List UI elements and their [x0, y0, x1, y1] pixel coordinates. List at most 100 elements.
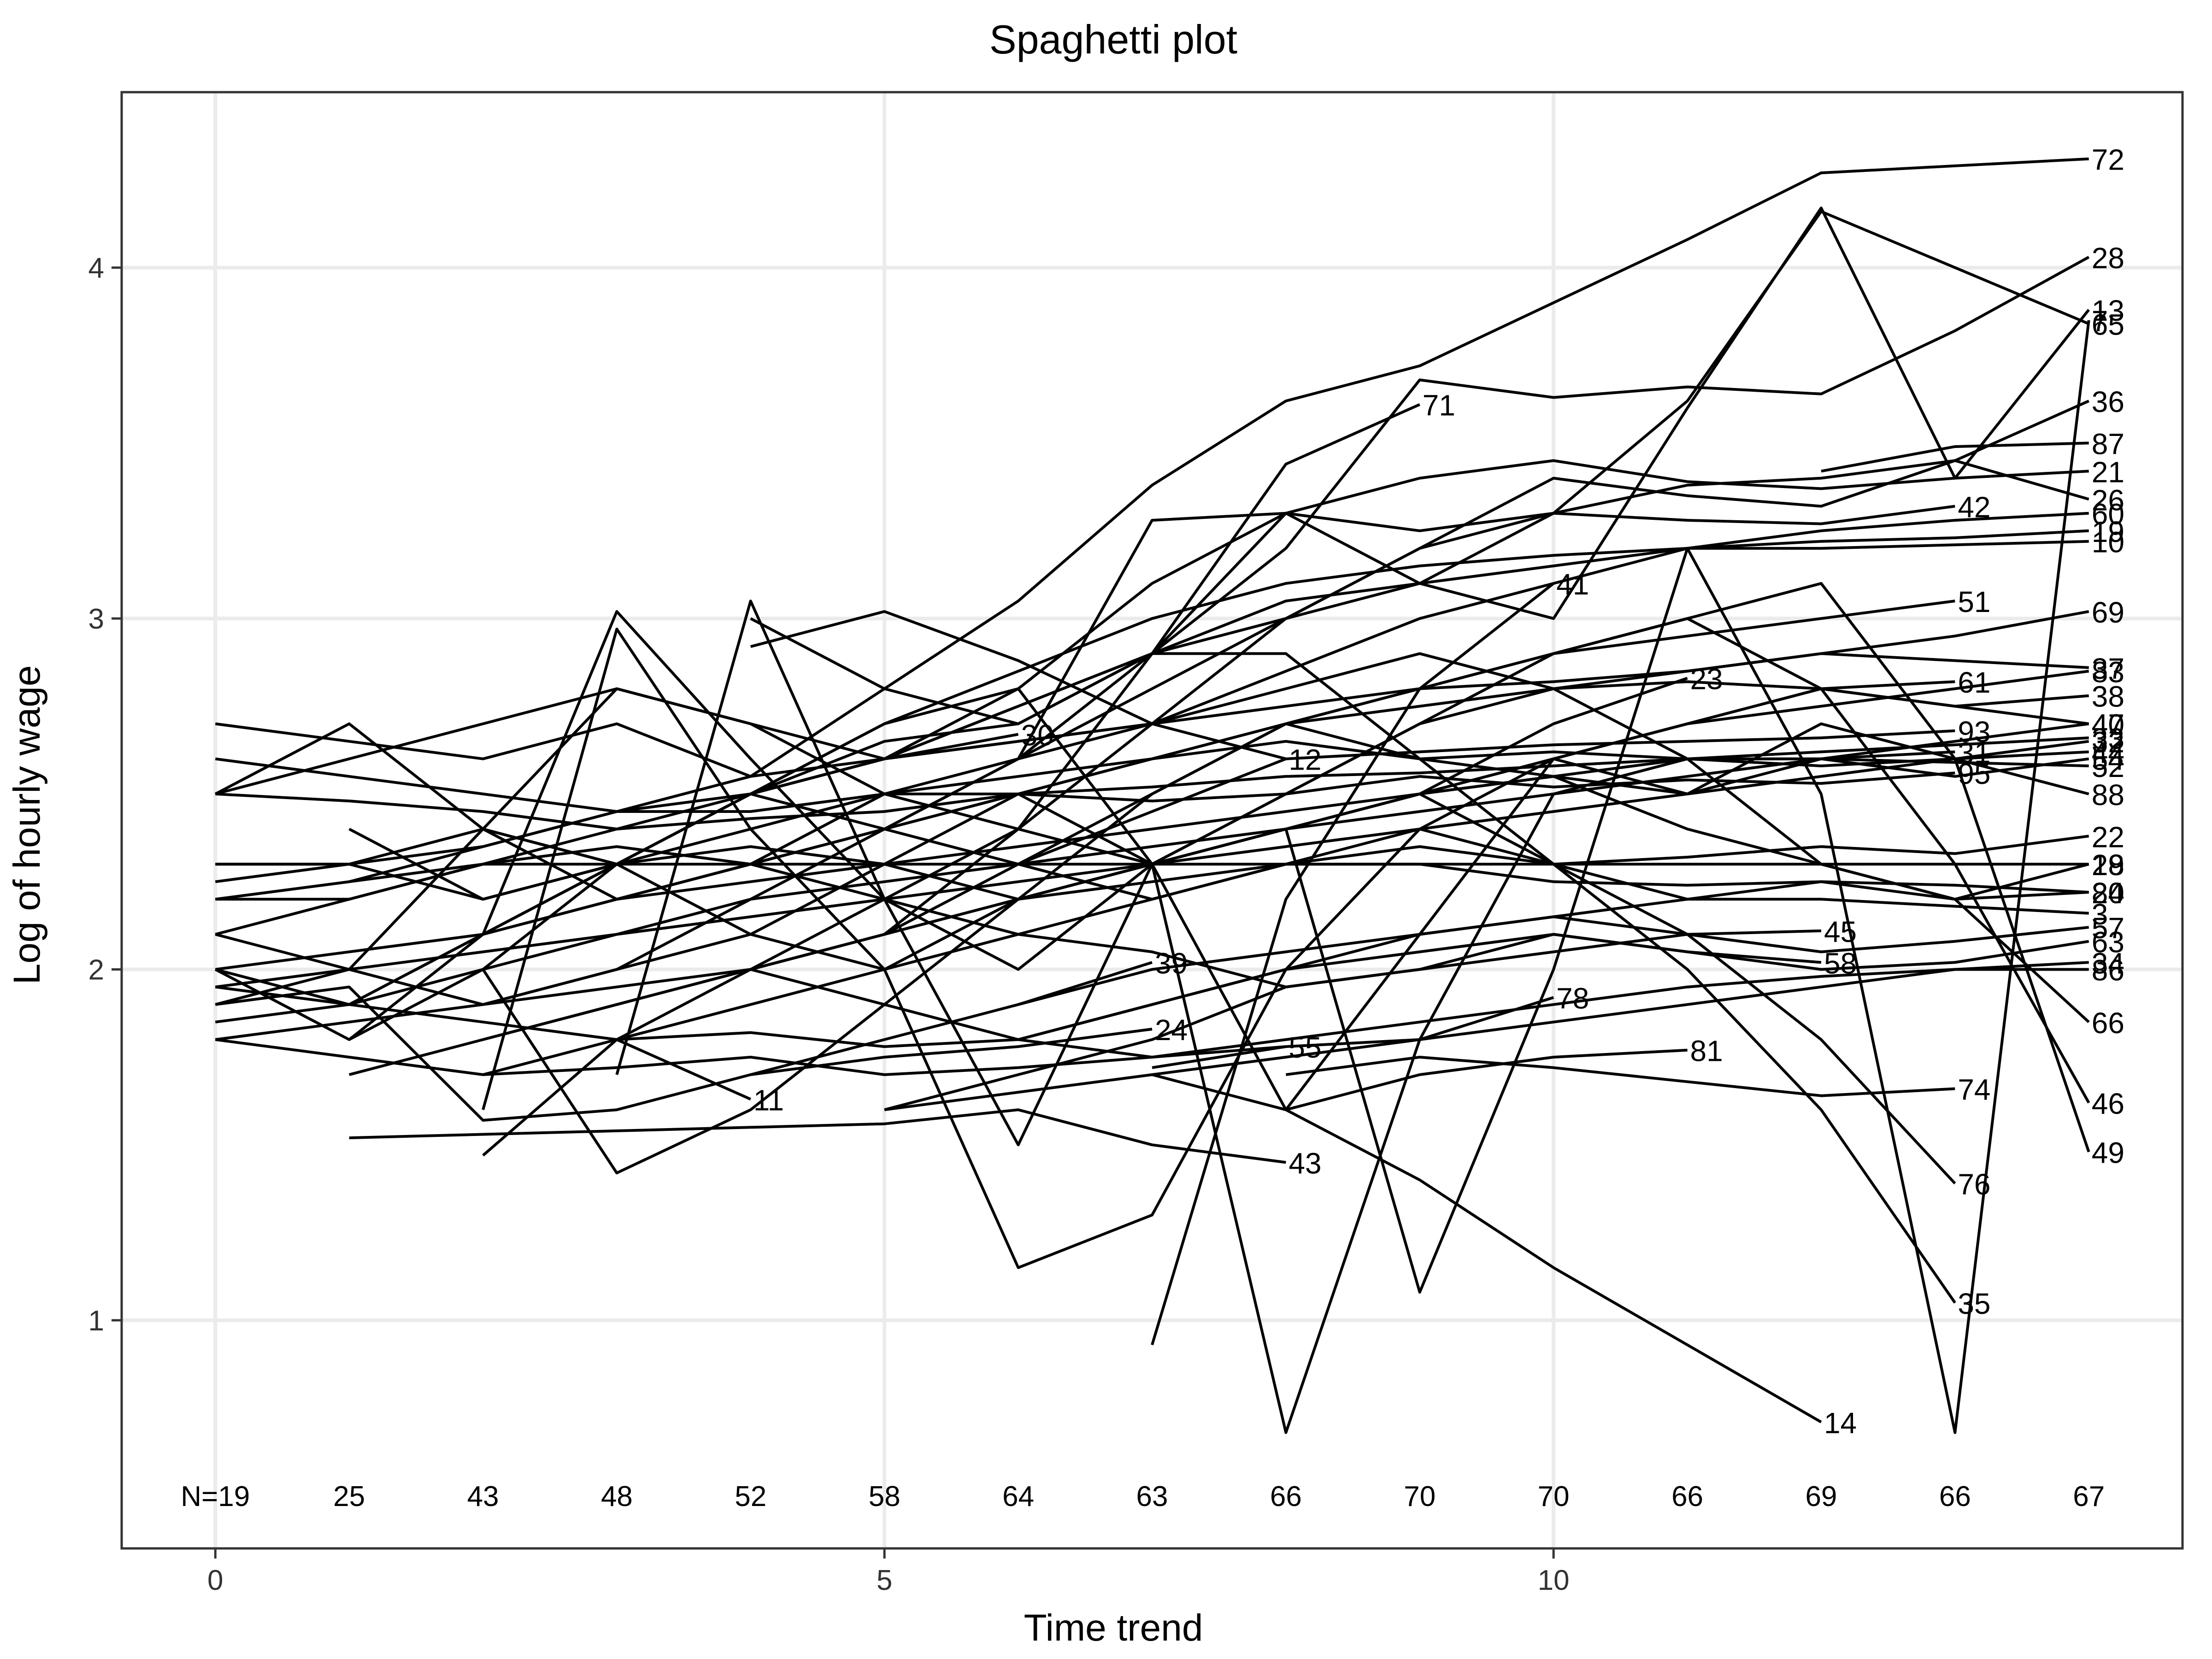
series-line-26: [883, 459, 2089, 830]
series-label-57: 57: [2092, 912, 2124, 945]
series-label-43: 43: [1288, 1147, 1321, 1180]
series-label-83: 83: [2092, 655, 2124, 688]
series-line-14: [884, 1073, 1822, 1424]
series-label-11: 11: [753, 1083, 784, 1117]
series-line-45: [884, 929, 1821, 1112]
series-line-24: [750, 1028, 1153, 1076]
series-label-21: 21: [2092, 455, 2124, 488]
count-label: 70: [1404, 1481, 1435, 1512]
series-label-47: 47: [2092, 708, 2124, 741]
series-label-3: 3: [2092, 898, 2108, 931]
series-line-19: [750, 529, 2089, 725]
count-label: 25: [333, 1481, 365, 1512]
series-label-63: 63: [2092, 926, 2124, 959]
series-line-88: [615, 600, 2089, 1147]
series-label-55: 55: [1288, 1031, 1321, 1064]
series-line-39: [1018, 961, 1153, 1006]
series-label-32: 32: [2092, 726, 2124, 759]
y-tick-label: 1: [88, 1305, 104, 1337]
series-label-78: 78: [1556, 982, 1589, 1015]
series-label-65: 65: [2092, 308, 2124, 341]
series-label-46: 46: [2092, 1087, 2124, 1120]
y-axis-title: Log of hourly wage: [6, 665, 48, 985]
series-line-13: [482, 206, 2090, 936]
series-label-88: 88: [2092, 778, 2124, 812]
y-tick-label: 3: [88, 603, 104, 635]
series-label-39: 39: [1155, 947, 1188, 980]
series-label-22: 22: [2092, 820, 2124, 853]
y-tick-label: 4: [88, 253, 104, 284]
series-label-26: 26: [2092, 483, 2124, 517]
series-line-78: [1152, 996, 1554, 1076]
x-tick-label: 0: [207, 1565, 223, 1596]
count-label: 66: [1270, 1481, 1302, 1512]
series-label-87: 87: [2092, 427, 2124, 460]
count-label: 64: [1002, 1481, 1034, 1512]
series-label-81: 81: [1690, 1035, 1723, 1068]
series-line-43: [349, 1108, 1286, 1164]
series-label-37: 37: [2092, 652, 2124, 685]
series-label-58: 58: [1824, 947, 1857, 980]
x-tick-label: 10: [1538, 1565, 1570, 1596]
series-label-31: 31: [1958, 736, 1990, 770]
series-label-19: 19: [2092, 515, 2124, 548]
series-label-35: 35: [1958, 1287, 1990, 1320]
series-line-37: [215, 652, 2089, 901]
series-line-31: [214, 687, 1955, 1434]
count-label: 43: [467, 1481, 499, 1512]
series-label-93: 93: [1958, 715, 1990, 748]
count-labels: N=19 25 43 48 52 58 64 63 66 70 70 66 69 66 67: [181, 1481, 2105, 1512]
count-label: 66: [1671, 1481, 1703, 1512]
series-label-69: 69: [2092, 596, 2124, 629]
x-tick-label: 5: [877, 1565, 892, 1596]
count-label: N=19: [181, 1481, 250, 1512]
series-label-23: 23: [1690, 663, 1723, 696]
count-label: 67: [2073, 1481, 2105, 1512]
series-line-93: [215, 722, 1955, 778]
series-label-51: 51: [1958, 585, 1990, 618]
series-label-12: 12: [1288, 743, 1321, 777]
series-label-28: 28: [2092, 241, 2124, 275]
count-label: 66: [1939, 1481, 1971, 1512]
series-label-52: 52: [2092, 750, 2124, 783]
series-label-74: 74: [1958, 1073, 1990, 1106]
series-label-18: 18: [2092, 848, 2124, 882]
series-line-76: [1419, 793, 1956, 1185]
series-line-11: [482, 1038, 752, 1157]
series-line-65: [215, 210, 2089, 988]
series-line-86: [215, 968, 2089, 1059]
series-line-46: [215, 617, 2090, 1104]
series-line-81: [1285, 1048, 1688, 1112]
series-label-95: 95: [1958, 757, 1990, 790]
series-label-34: 34: [2092, 947, 2124, 980]
plot-frame: [120, 91, 2184, 1550]
series-label-33: 33: [2092, 722, 2124, 755]
series-label-40: 40: [2092, 708, 2124, 741]
series-label-54: 54: [2092, 743, 2124, 777]
series-label-20: 20: [2092, 877, 2124, 910]
series-label-41: 41: [1556, 568, 1589, 601]
series-label-38: 38: [2092, 680, 2124, 713]
series-label-84: 84: [2092, 877, 2124, 910]
series-line-58: [1018, 933, 1822, 1041]
series-label-45: 45: [1824, 915, 1857, 948]
series-label-13: 13: [2092, 294, 2124, 327]
count-label: 70: [1538, 1481, 1570, 1512]
series-label-42: 42: [1958, 491, 1990, 524]
axis-ticks: 12 3 4 0 5 10: [88, 253, 1570, 1596]
count-label: 69: [1805, 1481, 1837, 1512]
series-label-30: 30: [1021, 718, 1054, 752]
series-label-61: 61: [1958, 666, 1990, 699]
series-label-49: 49: [2092, 1136, 2124, 1170]
series-label-60: 60: [2092, 498, 2124, 531]
count-label: 52: [735, 1481, 766, 1512]
series-label-10: 10: [2092, 526, 2124, 559]
count-label: 48: [601, 1481, 633, 1512]
series-label-14: 14: [1824, 1406, 1857, 1440]
series-label-72: 72: [2092, 143, 2124, 176]
series-label-44: 44: [2092, 736, 2124, 770]
series-line-47: [482, 628, 2089, 1269]
series-line-54: [482, 722, 2089, 1175]
series-label-36: 36: [2092, 385, 2124, 418]
